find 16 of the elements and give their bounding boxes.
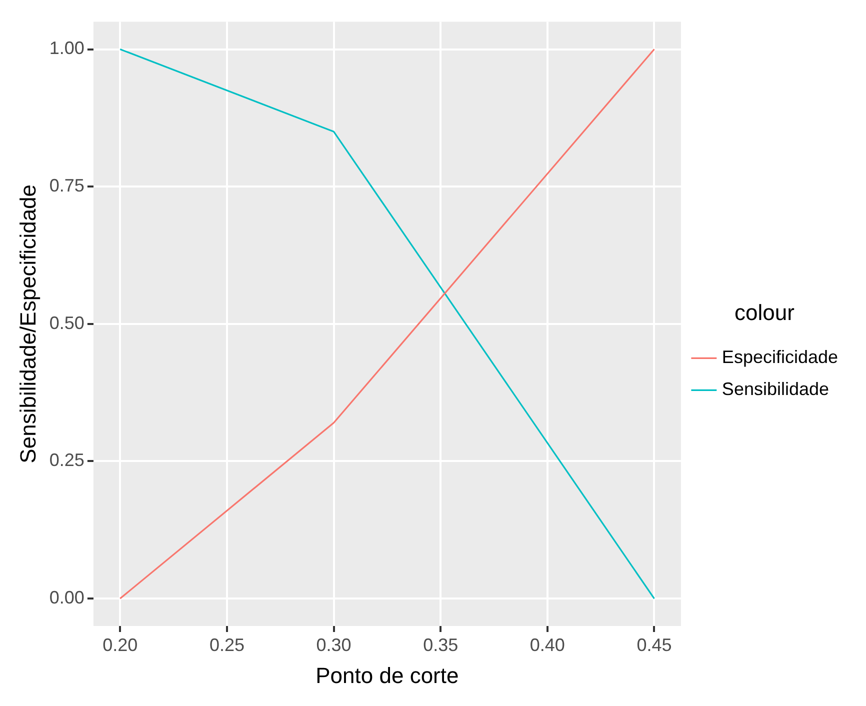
y-tick-label: 0.25: [49, 450, 84, 470]
y-tick-label: 0.75: [49, 176, 84, 196]
legend-label: Especificidade: [722, 347, 838, 368]
y-tick-label: 0.50: [49, 312, 84, 333]
legend-label: Sensibilidade: [722, 379, 830, 400]
y-axis-title: Sensibilidade/Especificidade: [15, 184, 40, 464]
y-tick-label: 1.00: [49, 38, 84, 58]
legend-title: colour: [734, 300, 794, 325]
x-tick-label: 0.30: [316, 634, 352, 655]
x-tick-label: 0.40: [530, 634, 565, 655]
y-tick-label: 0.00: [49, 588, 84, 608]
x-tick-label: 0.20: [102, 634, 138, 655]
x-tick-label: 0.25: [209, 634, 244, 655]
x-tick-label: 0.45: [636, 634, 672, 655]
x-tick-label: 0.35: [423, 634, 458, 655]
x-axis-title: Ponto de corte: [316, 662, 459, 688]
